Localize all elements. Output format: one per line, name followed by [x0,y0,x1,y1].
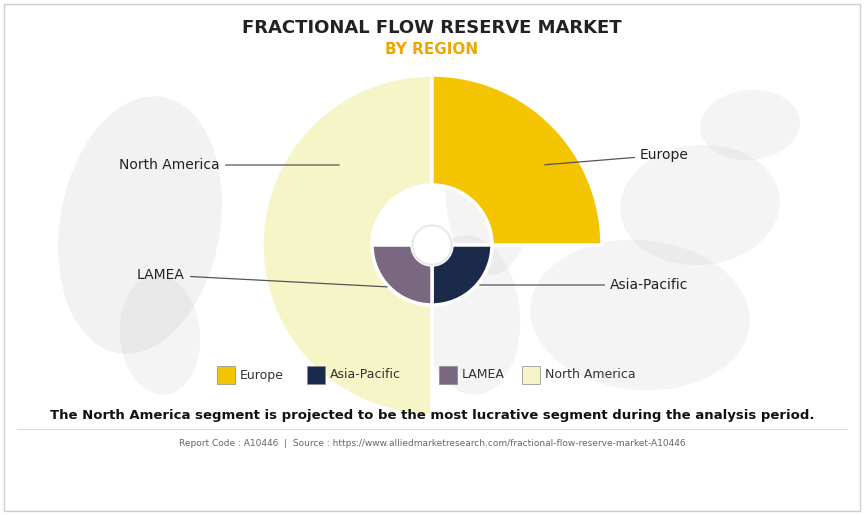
Text: Europe: Europe [545,148,689,165]
Wedge shape [432,245,492,305]
Text: LAMEA: LAMEA [137,268,387,287]
Ellipse shape [445,95,535,275]
Text: Asia-Pacific: Asia-Pacific [480,278,689,292]
Circle shape [412,225,452,265]
Bar [307,366,325,384]
Bar [439,366,457,384]
Circle shape [414,227,450,263]
Ellipse shape [120,275,200,395]
Bar [217,366,235,384]
Bar [522,366,540,384]
Text: Europe: Europe [240,369,284,382]
Text: BY REGION: BY REGION [385,43,479,58]
Ellipse shape [700,90,800,160]
Text: The North America segment is projected to be the most lucrative segment during t: The North America segment is projected t… [50,408,814,421]
Ellipse shape [420,235,520,395]
Ellipse shape [620,145,780,265]
Text: North America: North America [545,369,636,382]
Text: LAMEA: LAMEA [462,369,505,382]
Ellipse shape [58,96,222,354]
Wedge shape [262,75,432,415]
Text: Report Code : A10446  |  Source : https://www.alliedmarketresearch.com/fractiona: Report Code : A10446 | Source : https://… [179,438,685,448]
Wedge shape [432,75,602,245]
Text: Asia-Pacific: Asia-Pacific [330,369,401,382]
Text: North America: North America [119,158,340,172]
Text: FRACTIONAL FLOW RESERVE MARKET: FRACTIONAL FLOW RESERVE MARKET [242,19,622,37]
Ellipse shape [530,239,750,390]
Wedge shape [372,245,432,305]
